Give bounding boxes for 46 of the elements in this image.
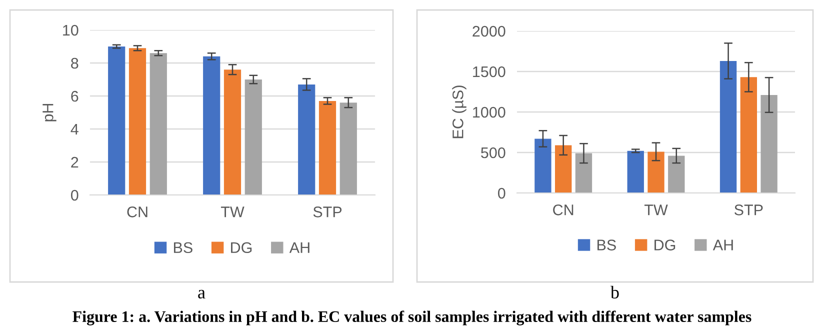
bar [648, 152, 664, 193]
bar [740, 77, 758, 193]
text: b [610, 286, 619, 299]
bar [668, 156, 685, 193]
y-tick-label: 0 [498, 188, 506, 199]
y-axis-title: pH [42, 104, 56, 122]
bar [244, 80, 262, 195]
y-tick-label: 8 [71, 58, 78, 69]
text: a [198, 290, 206, 299]
bar [575, 153, 592, 193]
bar [340, 102, 357, 195]
legend-label: BS [174, 242, 192, 254]
bar [627, 150, 644, 193]
x-tick-label: STP [734, 204, 763, 216]
y-tick-label: 2 [71, 156, 78, 168]
y-tick-label: 0 [70, 190, 78, 201]
bar [554, 145, 572, 193]
bar [720, 60, 737, 193]
y-tick-label: 1000 [473, 106, 506, 118]
y-tick-label: 6 [71, 90, 78, 102]
legend-label: BS [597, 240, 616, 250]
bar [224, 70, 242, 195]
bar [534, 138, 552, 193]
x-tick-label: TW [644, 204, 668, 216]
y-tick-label: 10 [63, 24, 78, 36]
bar [128, 48, 146, 195]
bar [318, 100, 336, 195]
y-tick-label: 4 [70, 124, 78, 135]
legend-label: AH [712, 240, 733, 250]
bar [108, 46, 126, 195]
y-tick-label: 2000 [472, 26, 506, 37]
bar [760, 94, 778, 193]
legend-label: DG [231, 242, 252, 254]
bar [298, 84, 316, 195]
legend-label: DG [654, 240, 676, 250]
x-tick-label: TW [220, 206, 244, 218]
x-tick-label: STP [313, 206, 342, 218]
caption: Figure 1: a. Variations in pH and b. EC values of soil samples irrigated with different water samples [72, 310, 752, 326]
x-tick-label: CN [553, 204, 574, 216]
y-tick-label: 500 [481, 147, 506, 158]
y-tick-label: 1500 [473, 66, 506, 78]
bar [150, 53, 167, 195]
bar [203, 56, 220, 195]
y-axis-title: EC (µS) [452, 86, 466, 138]
legend-label: AH [289, 242, 310, 253]
x-tick-label: CN [127, 206, 148, 218]
